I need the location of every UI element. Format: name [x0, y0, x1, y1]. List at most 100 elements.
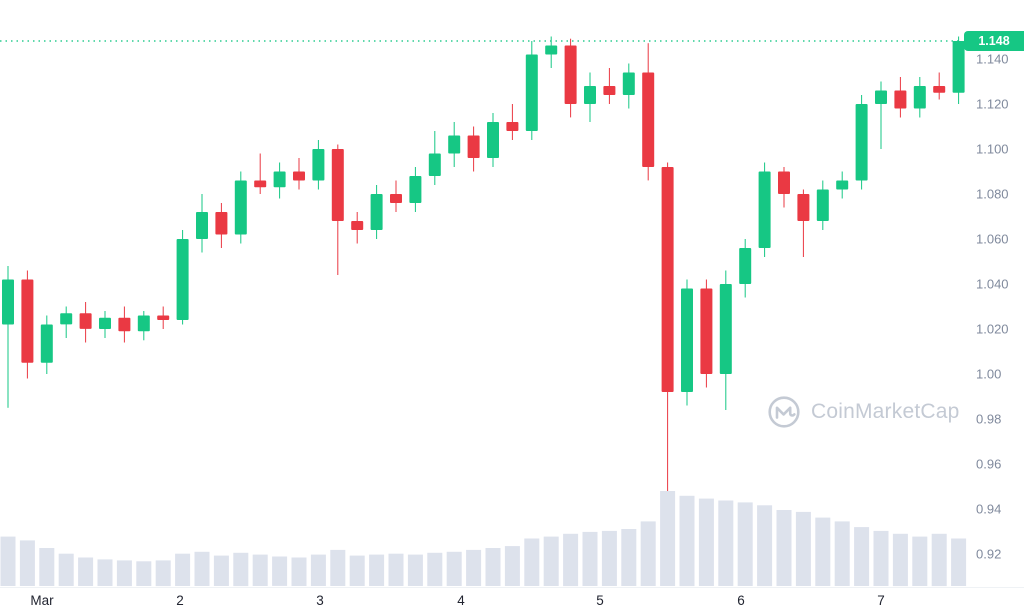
candle-wick — [259, 153, 261, 194]
candle-body — [836, 180, 849, 190]
volume-bar — [621, 529, 637, 586]
candle — [2, 266, 14, 408]
candle — [40, 315, 53, 374]
candle — [60, 306, 73, 338]
candle — [836, 171, 849, 199]
volume-bar — [563, 533, 579, 587]
volume-bars — [0, 491, 967, 587]
candle-body — [719, 284, 732, 374]
candle-body — [293, 171, 305, 181]
candle — [661, 162, 674, 491]
candle — [370, 185, 383, 239]
candle-body — [273, 171, 286, 188]
candle-body — [855, 104, 868, 181]
candle — [894, 77, 907, 118]
y-axis-tick-label: 0.94 — [976, 502, 1001, 517]
volume-bar — [388, 553, 404, 586]
volume-bar — [504, 546, 520, 586]
volume-bar — [834, 521, 850, 586]
volume-bar — [854, 527, 870, 586]
x-axis-tick-label: Mar — [30, 593, 54, 608]
volume-bar — [175, 553, 191, 586]
volume-bar — [233, 552, 249, 587]
candle — [79, 302, 92, 343]
candle-body — [234, 180, 247, 235]
volume-bar — [407, 554, 423, 586]
y-axis-tick-label: 1.120 — [976, 97, 1009, 112]
volume-bar — [252, 554, 268, 586]
candle — [875, 81, 887, 149]
volume-bar — [873, 530, 889, 586]
candle — [797, 189, 810, 257]
candle-wick — [7, 266, 9, 408]
candle-body — [312, 149, 325, 181]
candle — [196, 194, 208, 253]
volume-bar — [815, 517, 831, 586]
candle-body — [21, 279, 34, 363]
candle-body — [79, 313, 92, 329]
volume-bar — [795, 511, 811, 586]
candles — [2, 36, 965, 491]
candle — [719, 270, 732, 410]
volume-bar — [931, 533, 947, 587]
candle-wick — [802, 189, 804, 257]
candle-body — [2, 279, 14, 325]
candle-body — [545, 45, 558, 55]
volume-bar — [912, 536, 928, 586]
x-axis-tick-label: 3 — [316, 593, 324, 608]
candle — [564, 38, 577, 118]
candle-body — [681, 288, 693, 392]
volume-bar — [543, 536, 559, 586]
volume-bar — [19, 540, 35, 586]
y-axis-tick-label: 1.060 — [976, 232, 1009, 247]
y-axis-tick-label: 0.96 — [976, 457, 1001, 472]
candle-body — [603, 86, 616, 95]
volume-bar — [757, 505, 773, 587]
candle — [176, 230, 189, 325]
candle-body — [467, 135, 480, 158]
current-price-label: 1.148 — [978, 34, 1010, 48]
volume-bar — [892, 533, 908, 587]
volume-bar — [213, 555, 229, 586]
candle — [448, 122, 461, 167]
candle — [254, 153, 267, 194]
candle — [758, 162, 771, 257]
volume-bar — [446, 551, 462, 586]
candle — [778, 167, 790, 208]
candle-body — [642, 72, 655, 167]
candle-body — [254, 180, 267, 188]
y-axis-tick-label: 1.00 — [976, 367, 1001, 382]
candle — [487, 113, 499, 167]
candle-body — [40, 324, 53, 363]
candle-body — [739, 248, 752, 284]
candle-body — [952, 41, 965, 93]
y-axis-tick-label: 0.98 — [976, 412, 1001, 427]
candle-body — [797, 194, 810, 221]
candle — [137, 311, 150, 341]
candle-body — [816, 189, 829, 221]
candle-body — [196, 212, 208, 239]
candle-body — [584, 86, 596, 104]
candle-body — [894, 90, 907, 109]
candle — [428, 131, 441, 185]
volume-bar — [58, 553, 74, 586]
candle-body — [215, 212, 228, 235]
candle — [467, 126, 480, 172]
candle — [99, 311, 111, 338]
volume-bar — [78, 557, 94, 586]
candle — [584, 72, 596, 122]
candle-body — [331, 149, 344, 221]
candle-body — [875, 90, 887, 104]
x-axis-labels: Mar 2 3 4 5 6 7 — [30, 593, 884, 608]
volume-bar — [679, 495, 695, 587]
candle-body — [351, 221, 364, 230]
candle — [21, 270, 34, 379]
candle — [390, 180, 402, 212]
candle-body — [176, 239, 189, 320]
candle — [952, 36, 965, 104]
volume-bar — [155, 560, 171, 587]
candle — [603, 68, 616, 104]
candle — [118, 306, 131, 343]
volume-bar — [660, 491, 676, 586]
